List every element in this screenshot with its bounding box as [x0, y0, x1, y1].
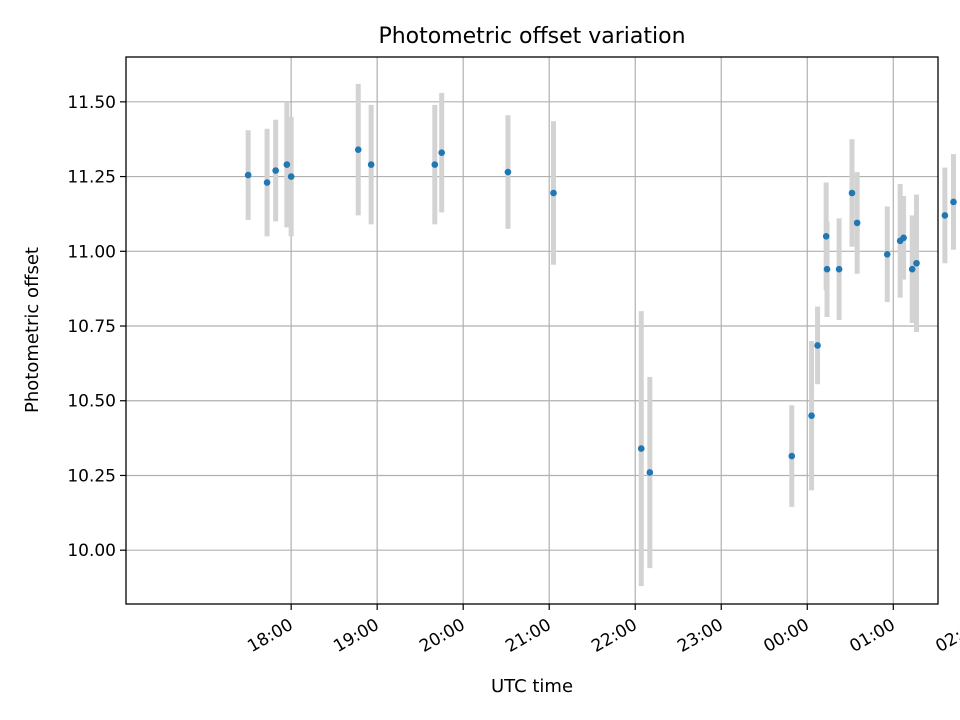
data-point — [848, 189, 856, 197]
data-point — [431, 161, 439, 168]
data-point — [950, 198, 957, 206]
data-point — [354, 146, 362, 153]
data-point — [788, 452, 796, 460]
data-point — [263, 179, 271, 186]
data-point — [822, 233, 830, 240]
y-tick-label: 11.50 — [67, 93, 116, 113]
y-tick-label: 11.00 — [67, 242, 116, 262]
data-point — [808, 412, 815, 419]
data-point — [637, 445, 645, 452]
data-point — [367, 161, 375, 168]
chart-title: Photometric offset variation — [378, 24, 685, 49]
y-axis: 10.00 10.25 10.50 10.75 11.00 11.25 11.50 — [67, 93, 126, 561]
data-point — [646, 469, 654, 476]
data-point — [853, 219, 861, 227]
data-point — [908, 265, 916, 273]
y-axis-label: Photometric offset — [22, 247, 43, 413]
grid — [126, 57, 938, 604]
y-tick-label: 10.00 — [67, 541, 116, 561]
data-point — [941, 212, 949, 219]
data-point — [835, 265, 843, 273]
data-point — [900, 234, 907, 242]
data-point — [883, 250, 891, 258]
data-point — [287, 173, 295, 180]
data-point — [823, 265, 831, 273]
plot-frame — [125, 56, 939, 605]
y-tick-label: 10.75 — [67, 317, 116, 337]
data-point — [244, 171, 252, 179]
data-points — [244, 146, 957, 476]
data-point — [438, 149, 445, 156]
data-point — [913, 259, 920, 267]
x-axis-label: UTC time — [491, 676, 573, 697]
data-point — [814, 342, 821, 349]
data-point — [272, 167, 279, 174]
data-point — [283, 161, 291, 168]
y-tick-label: 10.50 — [67, 392, 116, 412]
data-point — [504, 168, 512, 176]
data-point — [550, 189, 557, 197]
y-tick-label: 10.25 — [67, 466, 116, 486]
y-tick-label: 11.25 — [67, 168, 116, 188]
